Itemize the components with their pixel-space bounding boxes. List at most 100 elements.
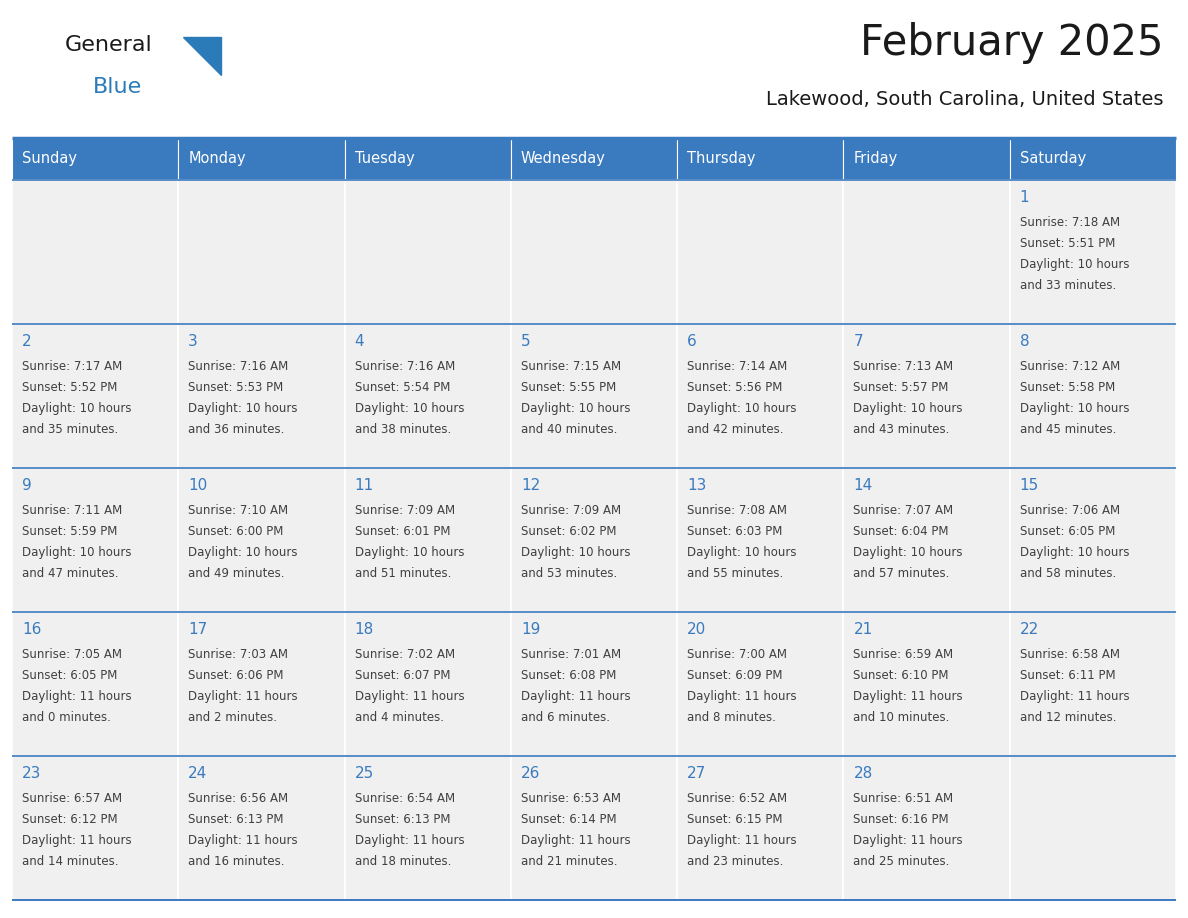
Bar	[178, 468, 345, 612]
Bar	[677, 138, 843, 180]
Text: Sunset: 5:56 PM: Sunset: 5:56 PM	[687, 381, 783, 394]
Text: Daylight: 10 hours: Daylight: 10 hours	[853, 402, 963, 415]
Text: Daylight: 11 hours: Daylight: 11 hours	[354, 834, 465, 847]
Bar	[12, 612, 178, 756]
Text: 8: 8	[1019, 334, 1029, 349]
Text: 12: 12	[520, 478, 541, 493]
Text: Sunset: 6:06 PM: Sunset: 6:06 PM	[188, 669, 284, 682]
Text: Daylight: 10 hours: Daylight: 10 hours	[687, 402, 797, 415]
Text: Daylight: 11 hours: Daylight: 11 hours	[520, 690, 631, 703]
Text: Daylight: 11 hours: Daylight: 11 hours	[188, 834, 298, 847]
Text: Sunrise: 7:14 AM: Sunrise: 7:14 AM	[687, 360, 788, 373]
Bar	[1010, 468, 1176, 612]
Bar	[843, 180, 1010, 324]
Bar	[843, 138, 1010, 180]
Bar	[12, 468, 178, 612]
Text: Sunset: 6:12 PM: Sunset: 6:12 PM	[21, 813, 118, 826]
Text: Sunrise: 7:18 AM: Sunrise: 7:18 AM	[1019, 216, 1120, 229]
Text: 27: 27	[687, 766, 707, 781]
Text: and 43 minutes.: and 43 minutes.	[853, 423, 949, 436]
Text: 20: 20	[687, 622, 707, 637]
Text: and 6 minutes.: and 6 minutes.	[520, 711, 609, 724]
Bar	[843, 324, 1010, 468]
Bar	[511, 180, 677, 324]
Text: Sunday: Sunday	[21, 151, 77, 166]
Text: Daylight: 11 hours: Daylight: 11 hours	[687, 834, 797, 847]
Text: 11: 11	[354, 478, 374, 493]
Bar	[511, 468, 677, 612]
Text: Sunrise: 7:09 AM: Sunrise: 7:09 AM	[520, 504, 621, 517]
Text: Daylight: 10 hours: Daylight: 10 hours	[354, 546, 465, 559]
Bar	[345, 138, 511, 180]
Text: Sunrise: 7:07 AM: Sunrise: 7:07 AM	[853, 504, 954, 517]
Text: Lakewood, South Carolina, United States: Lakewood, South Carolina, United States	[765, 90, 1163, 109]
Text: 10: 10	[188, 478, 208, 493]
Text: 5: 5	[520, 334, 531, 349]
Text: Sunset: 6:05 PM: Sunset: 6:05 PM	[1019, 525, 1116, 538]
Text: Daylight: 11 hours: Daylight: 11 hours	[21, 690, 132, 703]
Text: Sunset: 5:52 PM: Sunset: 5:52 PM	[21, 381, 118, 394]
Bar	[12, 324, 178, 468]
Text: Sunset: 6:09 PM: Sunset: 6:09 PM	[687, 669, 783, 682]
Bar	[345, 180, 511, 324]
Bar	[345, 612, 511, 756]
Text: Daylight: 10 hours: Daylight: 10 hours	[687, 546, 797, 559]
Bar	[178, 324, 345, 468]
Text: Thursday: Thursday	[687, 151, 756, 166]
Text: and 58 minutes.: and 58 minutes.	[1019, 567, 1116, 580]
Bar	[677, 468, 843, 612]
Bar	[345, 468, 511, 612]
Text: 14: 14	[853, 478, 873, 493]
Bar	[178, 756, 345, 900]
Bar	[1010, 180, 1176, 324]
Text: Sunrise: 7:17 AM: Sunrise: 7:17 AM	[21, 360, 122, 373]
Bar	[345, 756, 511, 900]
Text: and 4 minutes.: and 4 minutes.	[354, 711, 443, 724]
Text: Daylight: 11 hours: Daylight: 11 hours	[354, 690, 465, 703]
Text: Sunset: 5:51 PM: Sunset: 5:51 PM	[1019, 237, 1116, 250]
Text: and 25 minutes.: and 25 minutes.	[853, 855, 949, 868]
Text: Sunset: 6:04 PM: Sunset: 6:04 PM	[853, 525, 949, 538]
Text: and 40 minutes.: and 40 minutes.	[520, 423, 618, 436]
Text: 13: 13	[687, 478, 707, 493]
Text: Sunset: 6:10 PM: Sunset: 6:10 PM	[853, 669, 949, 682]
Text: Sunset: 6:00 PM: Sunset: 6:00 PM	[188, 525, 284, 538]
Text: Sunset: 6:11 PM: Sunset: 6:11 PM	[1019, 669, 1116, 682]
Text: General: General	[65, 35, 153, 55]
Text: and 21 minutes.: and 21 minutes.	[520, 855, 618, 868]
Bar	[843, 612, 1010, 756]
Text: Daylight: 10 hours: Daylight: 10 hours	[1019, 546, 1129, 559]
Text: Sunset: 6:08 PM: Sunset: 6:08 PM	[520, 669, 617, 682]
Text: and 55 minutes.: and 55 minutes.	[687, 567, 783, 580]
Text: Sunrise: 7:05 AM: Sunrise: 7:05 AM	[21, 648, 122, 661]
Text: Sunset: 5:53 PM: Sunset: 5:53 PM	[188, 381, 284, 394]
Text: 17: 17	[188, 622, 208, 637]
Text: and 35 minutes.: and 35 minutes.	[21, 423, 119, 436]
Text: and 14 minutes.: and 14 minutes.	[21, 855, 119, 868]
Text: and 0 minutes.: and 0 minutes.	[21, 711, 110, 724]
Text: 21: 21	[853, 622, 873, 637]
Text: Sunset: 5:55 PM: Sunset: 5:55 PM	[520, 381, 617, 394]
Text: Daylight: 10 hours: Daylight: 10 hours	[520, 546, 631, 559]
Text: Daylight: 10 hours: Daylight: 10 hours	[1019, 258, 1129, 271]
Text: Sunrise: 7:08 AM: Sunrise: 7:08 AM	[687, 504, 788, 517]
Text: Sunrise: 6:51 AM: Sunrise: 6:51 AM	[853, 792, 954, 805]
Text: 16: 16	[21, 622, 42, 637]
Text: Daylight: 10 hours: Daylight: 10 hours	[21, 402, 132, 415]
Text: and 10 minutes.: and 10 minutes.	[853, 711, 949, 724]
Text: February 2025: February 2025	[859, 22, 1163, 64]
Text: Sunset: 5:59 PM: Sunset: 5:59 PM	[21, 525, 118, 538]
Text: and 12 minutes.: and 12 minutes.	[1019, 711, 1117, 724]
Text: 23: 23	[21, 766, 42, 781]
Bar	[511, 756, 677, 900]
Text: 4: 4	[354, 334, 365, 349]
Text: Daylight: 10 hours: Daylight: 10 hours	[520, 402, 631, 415]
Text: Tuesday: Tuesday	[354, 151, 415, 166]
Bar	[677, 612, 843, 756]
Text: 28: 28	[853, 766, 873, 781]
Text: Daylight: 11 hours: Daylight: 11 hours	[853, 690, 963, 703]
Bar	[12, 180, 178, 324]
Text: Daylight: 10 hours: Daylight: 10 hours	[188, 546, 298, 559]
Text: Sunrise: 7:16 AM: Sunrise: 7:16 AM	[188, 360, 289, 373]
Text: Sunrise: 7:16 AM: Sunrise: 7:16 AM	[354, 360, 455, 373]
